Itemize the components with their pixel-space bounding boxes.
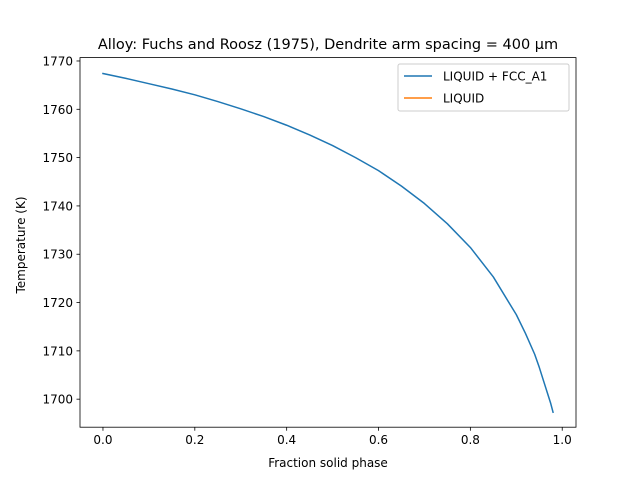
x-tick-label: 0.2 [185,433,204,447]
plot-frame [79,57,577,428]
chart-title: Alloy: Fuchs and Roosz (1975), Dendrite … [98,37,558,53]
legend-label: LIQUID + FCC_A1 [443,70,547,84]
y-tick-label: 1750 [42,151,73,165]
y-tick-label: 1710 [42,344,73,358]
y-axis: 1700 1710 1720 1730 1740 1750 1760 1770 [42,54,80,407]
x-tick-label: 0.4 [277,433,296,447]
x-axis: 0.0 0.2 0.4 0.6 0.8 1.0 [93,427,572,447]
legend: LIQUID + FCC_A1 LIQUID [397,63,570,112]
y-tick-label: 1760 [42,103,73,117]
y-tick-label: 1700 [42,393,73,407]
y-tick-label: 1770 [42,54,73,68]
plot-area [79,57,577,428]
x-tick-label: 1.0 [553,433,572,447]
legend-box [397,63,570,112]
x-axis-label: Fraction solid phase [268,456,388,470]
x-tick-label: 0.6 [369,433,388,447]
legend-label: LIQUID [443,92,484,106]
y-tick-label: 1720 [42,296,73,310]
y-axis-label: Temperature (K) [14,196,28,294]
series-line-0 [102,72,554,414]
x-tick-label: 0.8 [461,433,480,447]
y-tick-label: 1730 [42,248,73,262]
y-tick-label: 1740 [42,199,73,213]
x-tick-label: 0.0 [93,433,112,447]
